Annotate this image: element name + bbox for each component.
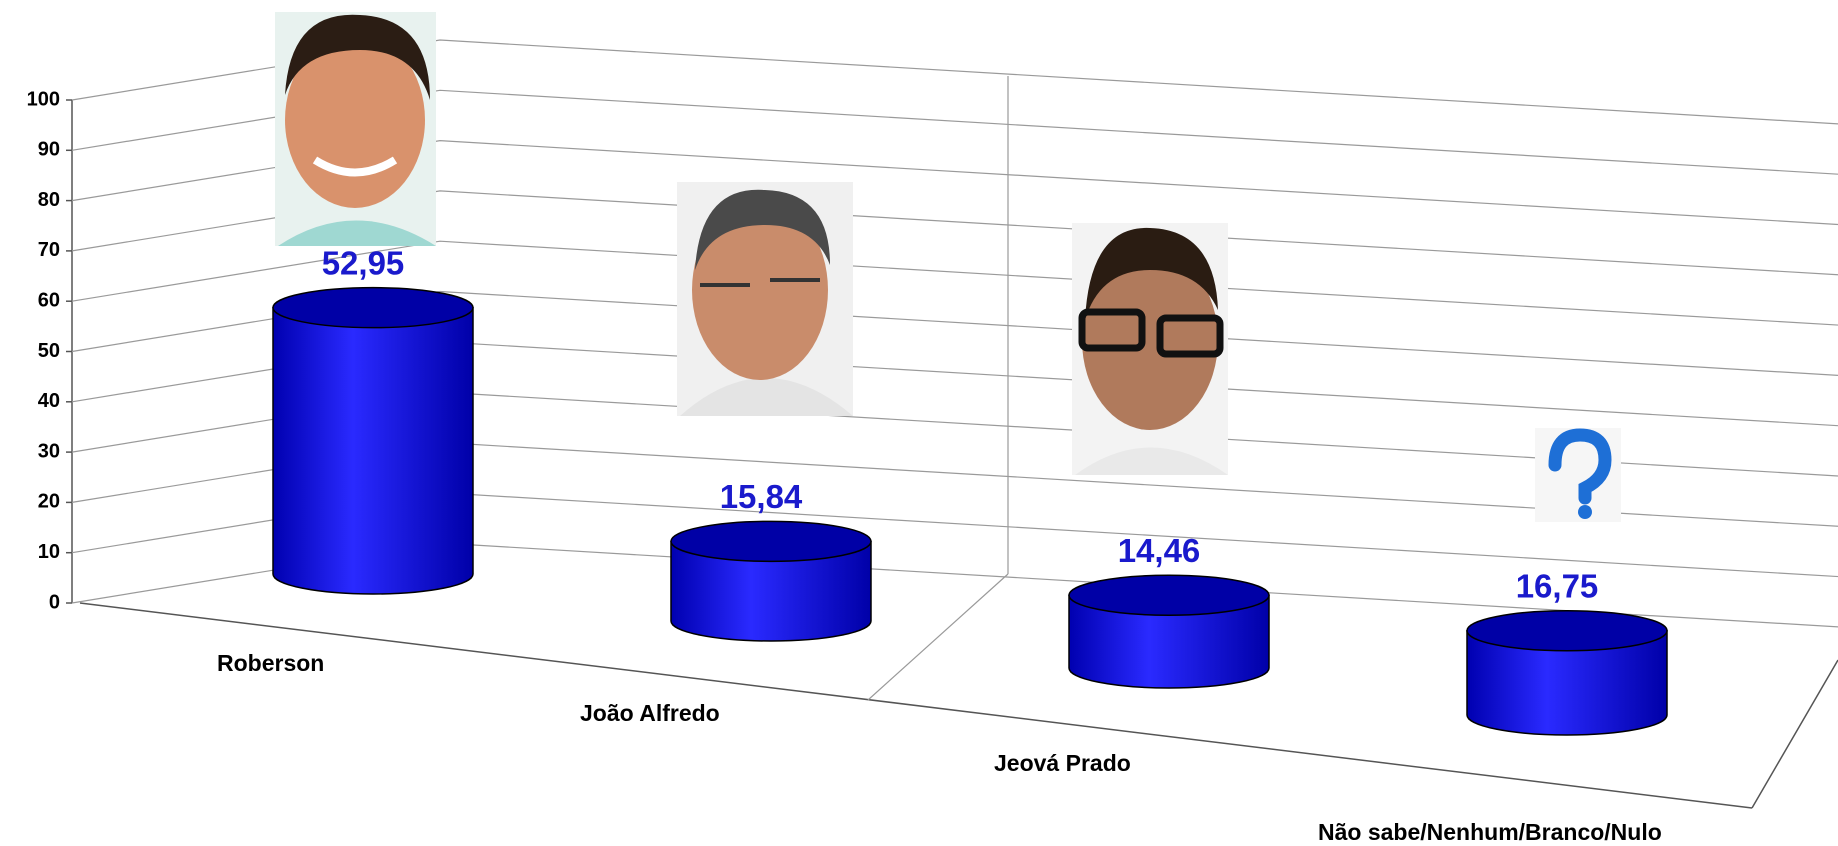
- value-label: 15,84: [720, 478, 803, 515]
- x-tick-label: João Alfredo: [580, 700, 720, 726]
- grid-line: [71, 290, 1838, 376]
- floor-front-edge: [79, 602, 1753, 809]
- cylinder-top: [670, 520, 872, 563]
- cylinder-top: [272, 286, 474, 329]
- cylinder-body: [1068, 594, 1270, 689]
- cylinder-top: [1068, 574, 1270, 617]
- value-label: 52,95: [322, 244, 405, 281]
- x-tick-label: Não sabe/Nenhum/Branco/Nulo: [1318, 819, 1662, 845]
- value-label: 14,46: [1118, 532, 1201, 569]
- y-tick-label: 40: [38, 390, 60, 412]
- y-tick-label: 70: [38, 239, 60, 261]
- cylinder-body: [1466, 629, 1668, 736]
- y-tick-label: 100: [27, 88, 60, 110]
- cylinder-top: [1466, 609, 1668, 652]
- grid-line: [71, 190, 1838, 276]
- y-tick-label: 80: [38, 189, 60, 211]
- grid-line: [71, 39, 1838, 125]
- floor-divider: [867, 573, 1009, 701]
- y-tick-label: 0: [49, 591, 60, 613]
- grid-line: [71, 139, 1838, 226]
- cylinder-body: [272, 306, 474, 595]
- grid-line: [71, 240, 1838, 326]
- y-tick-label: 90: [38, 139, 60, 161]
- cylinder-body: [670, 540, 872, 642]
- y-tick-label: 10: [38, 541, 60, 563]
- grid-line: [71, 89, 1838, 175]
- question-icon: [1535, 428, 1621, 522]
- photo: [1072, 223, 1228, 475]
- candidate-photos: [275, 12, 1621, 522]
- photo: [677, 182, 853, 416]
- photo: [275, 12, 436, 246]
- y-tick-label: 30: [38, 440, 60, 462]
- value-label: 16,75: [1516, 567, 1599, 604]
- y-tick-label: 20: [38, 491, 60, 513]
- x-tick-label: Jeová Prado: [994, 750, 1131, 776]
- floor-right-edge: [1751, 659, 1838, 809]
- y-tick-label: 60: [38, 289, 60, 311]
- y-tick-label: 50: [38, 340, 60, 362]
- x-tick-label: Roberson: [217, 650, 324, 676]
